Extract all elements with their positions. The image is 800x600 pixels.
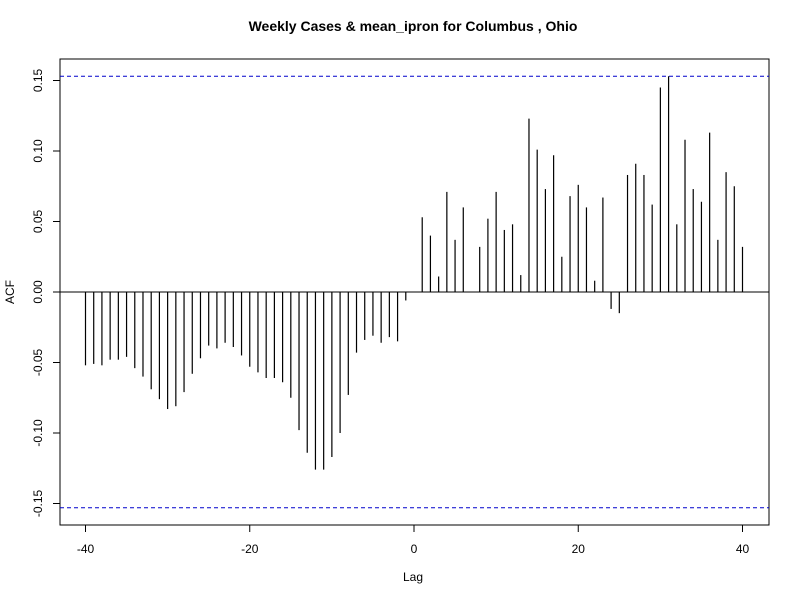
x-axis: -40 -20 0 20 40 <box>77 524 750 556</box>
y-tick-label: 0.00 <box>31 280 45 304</box>
y-tick-label: 0.10 <box>31 139 45 163</box>
x-tick-label: 20 <box>572 542 586 556</box>
y-tick-label: 0.15 <box>31 68 45 92</box>
y-tick-label: -0.10 <box>31 419 45 447</box>
chart-title: Weekly Cases & mean_ipron for Columbus ,… <box>249 18 578 34</box>
acf-marks <box>60 75 769 509</box>
y-tick-label: -0.05 <box>31 349 45 377</box>
x-tick-label: 40 <box>736 542 750 556</box>
y-tick-label: 0.05 <box>31 209 45 233</box>
x-tick-label: 0 <box>411 542 418 556</box>
y-axis: -0.15 -0.10 -0.05 0.00 0.05 0.10 0.15 <box>31 68 61 518</box>
x-tick-label: -20 <box>241 542 259 556</box>
y-tick-label: -0.15 <box>31 490 45 518</box>
x-axis-label: Lag <box>403 570 423 584</box>
x-tick-label: -40 <box>77 542 95 556</box>
y-axis-label: ACF <box>3 280 17 304</box>
